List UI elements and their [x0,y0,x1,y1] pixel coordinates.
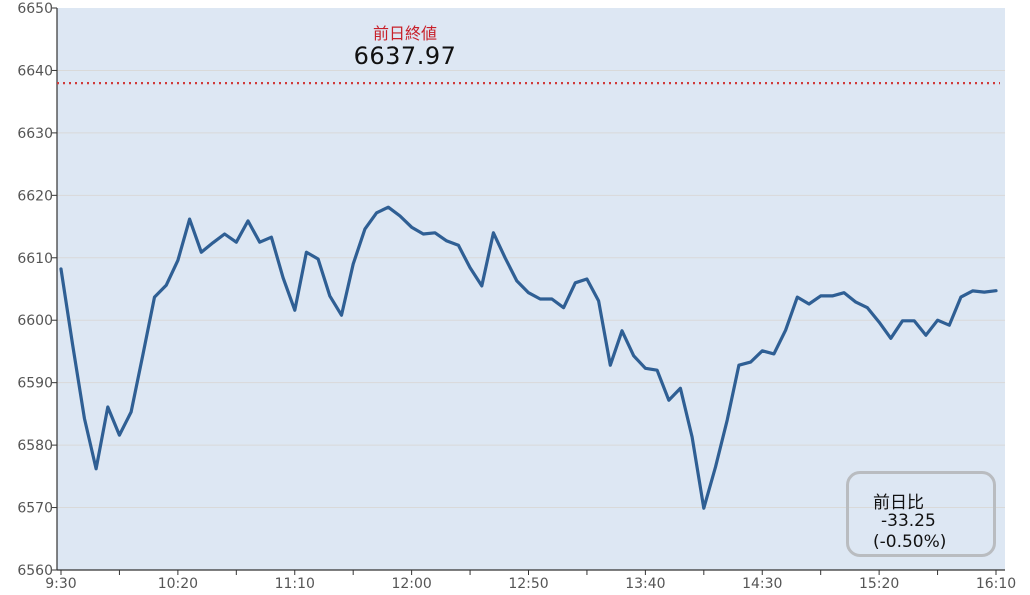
y-tick-label: 6580 [17,438,53,454]
y-tick-label: 6620 [17,188,53,204]
x-tick-label: 10:20 [158,576,198,592]
x-tick-label: 14:30 [742,576,782,592]
x-tick-label: 12:50 [508,576,548,592]
x-tick-label: 9:30 [45,576,76,592]
x-tick-label: 13:40 [625,576,665,592]
prev-close-value: 6637.97 [353,42,457,70]
prev-close-label: 前日終値 [372,24,437,43]
plot-area [57,8,1005,570]
x-tick-label: 11:10 [275,576,315,592]
change-percent: (-0.50%) [873,532,947,552]
x-tick-label: 16:10 [976,576,1016,592]
y-tick-label: 6560 [17,563,53,579]
y-tick-label: 6630 [17,126,53,142]
y-tick-label: 6610 [17,251,53,267]
change-value: -33.25 [881,511,936,531]
x-tick-label: 15:20 [859,576,899,592]
y-tick-label: 6570 [17,501,53,517]
change-box: 前日比 -33.25 (-0.50%) [846,471,996,557]
y-tick-label: 6650 [17,1,53,17]
change-label: 前日比 [873,493,924,513]
price-line [59,205,998,510]
y-tick-label: 6590 [17,376,53,392]
y-tick-label: 6640 [17,63,53,79]
y-tick-label: 6600 [17,313,53,329]
x-tick-label: 12:00 [391,576,431,592]
